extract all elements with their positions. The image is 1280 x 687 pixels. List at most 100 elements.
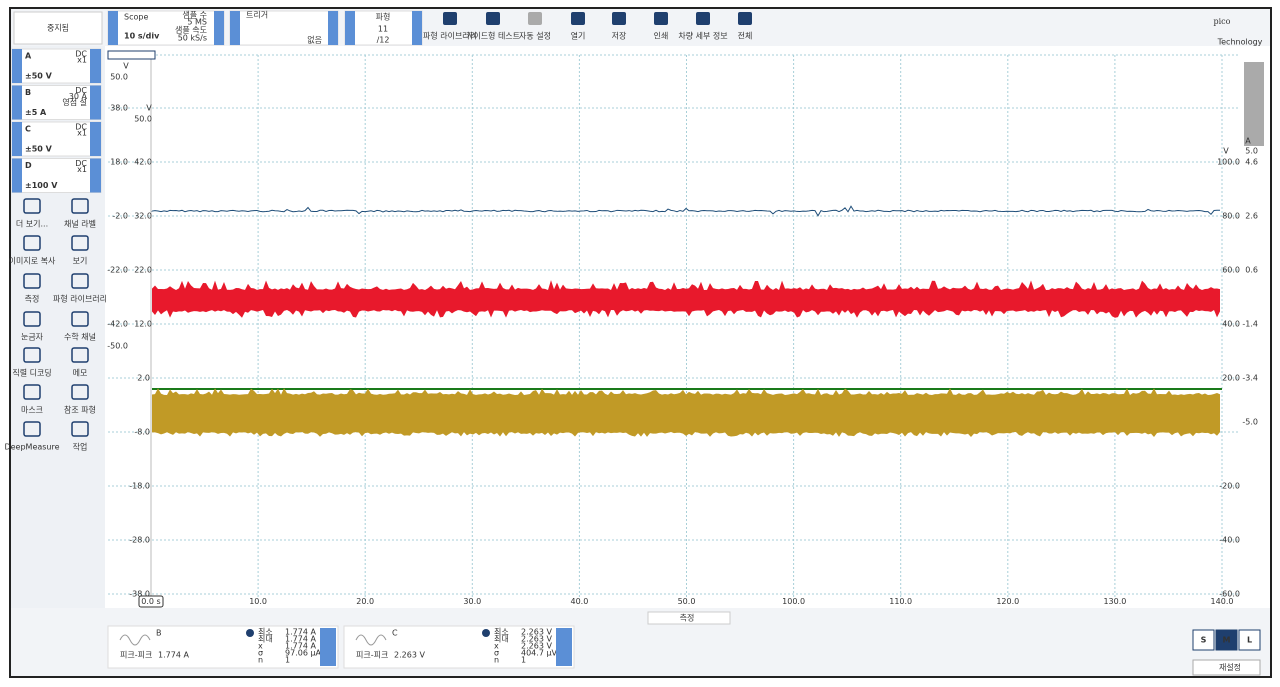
tool-label[interactable]: 수학 채널 xyxy=(64,332,96,342)
label: 30 A xyxy=(69,92,88,101)
label: 2.263 V xyxy=(521,635,552,644)
tool-icon[interactable] xyxy=(71,273,89,289)
tool-label[interactable]: 마스크 xyxy=(21,406,43,415)
size-button[interactable] xyxy=(1238,629,1261,651)
toolbar-button[interactable]: 자동 설정 xyxy=(519,31,551,41)
minus-button[interactable] xyxy=(12,122,22,156)
tool-label[interactable]: 참조 파형 xyxy=(64,405,96,415)
axis-unit: A xyxy=(1245,137,1251,146)
axis-label: -28.0 xyxy=(129,536,150,545)
settings-icon[interactable] xyxy=(246,629,254,637)
minus-button[interactable] xyxy=(230,11,240,45)
axis-label: 2.0 xyxy=(137,374,150,383)
tool-label[interactable]: 파형 라이브러리 xyxy=(53,294,107,304)
reset-button[interactable] xyxy=(1192,659,1261,676)
plus-button[interactable] xyxy=(90,85,101,120)
tool-icon[interactable] xyxy=(71,347,89,363)
plus-button[interactable] xyxy=(90,158,101,193)
size-button[interactable] xyxy=(1215,629,1238,651)
label[interactable]: 재설정 xyxy=(1219,662,1241,672)
measure-value: 2.263 V xyxy=(394,651,425,660)
toolbar-icon xyxy=(443,12,457,25)
panel xyxy=(229,10,339,46)
axis-label: 42.0 xyxy=(134,158,152,167)
tool-label[interactable]: DeepMeasure xyxy=(4,443,59,452)
settings-icon[interactable] xyxy=(482,629,490,637)
x-label: 50.0 xyxy=(678,597,696,606)
toolbar-button[interactable]: 열기 xyxy=(571,32,586,41)
tool-icon[interactable] xyxy=(23,273,41,289)
tool-icon[interactable] xyxy=(71,198,89,214)
tool-label[interactable]: 더 보기... xyxy=(16,220,48,229)
wave-band xyxy=(152,388,1220,437)
tool-icon[interactable] xyxy=(23,235,41,251)
tab[interactable] xyxy=(647,611,731,625)
toolbar-button[interactable]: 인쇄 xyxy=(654,31,669,41)
tool-label[interactable]: 보기 xyxy=(73,257,88,266)
tool-label[interactable]: 작업 xyxy=(73,442,88,452)
tool-icon[interactable] xyxy=(23,311,41,327)
label: 없음 xyxy=(307,36,322,45)
tool-icon[interactable] xyxy=(23,384,41,400)
ruler[interactable] xyxy=(107,50,156,60)
label: Scope xyxy=(124,13,148,22)
label: 10 s/div xyxy=(124,32,160,41)
axis-label: -5.0 xyxy=(1242,418,1258,427)
channel-range: ±50 V xyxy=(25,145,53,154)
tool-icon[interactable] xyxy=(71,384,89,400)
label: 1 xyxy=(285,656,290,665)
minus-button[interactable] xyxy=(12,85,22,120)
tool-icon[interactable] xyxy=(23,198,41,214)
measure-card xyxy=(343,625,575,669)
tool-label[interactable]: 메모 xyxy=(73,369,88,378)
x-label: 130.0 xyxy=(1103,597,1126,606)
delete-button[interactable] xyxy=(556,628,572,666)
plus-button[interactable] xyxy=(412,11,422,45)
minus-button[interactable] xyxy=(345,11,355,45)
tool-label[interactable]: 직렬 디코딩 xyxy=(12,368,51,378)
tool-icon[interactable] xyxy=(71,235,89,251)
scrollbar[interactable] xyxy=(1244,62,1264,146)
toolbar-button[interactable]: 파형 라이브러리 xyxy=(423,31,477,41)
tool-icon[interactable] xyxy=(71,311,89,327)
toolbar-icon xyxy=(696,12,710,25)
minus-button[interactable] xyxy=(12,49,22,83)
minus-button[interactable] xyxy=(12,158,22,193)
size-button[interactable] xyxy=(1192,629,1215,651)
minus-button[interactable] xyxy=(108,11,118,45)
tool-icon[interactable] xyxy=(23,421,41,437)
label: 영점 설 xyxy=(62,97,87,107)
tool-icon[interactable] xyxy=(71,421,89,437)
axis-label: 40.0 xyxy=(1222,320,1240,329)
axis-label: -60.0 xyxy=(1219,590,1240,599)
plus-button[interactable] xyxy=(214,11,224,45)
delete-button[interactable] xyxy=(320,628,336,666)
tool-label[interactable]: 측정 xyxy=(25,294,40,304)
axis-label: 60.0 xyxy=(1222,266,1240,275)
channel-box[interactable] xyxy=(11,85,102,120)
plus-button[interactable] xyxy=(90,49,101,83)
plus-button[interactable] xyxy=(90,122,101,156)
tool-icon[interactable] xyxy=(23,347,41,363)
axis-label: -42.0 xyxy=(107,320,128,329)
tool-label[interactable]: 눈금자 xyxy=(21,333,44,342)
plus-button[interactable] xyxy=(328,11,338,45)
stop-button[interactable] xyxy=(13,11,103,45)
toolbar-button[interactable]: 차량 세부 정보 xyxy=(678,31,727,41)
axis-label: -1.4 xyxy=(1242,320,1258,329)
channel-box[interactable] xyxy=(11,121,102,157)
toolbar-button[interactable]: 전체 xyxy=(738,31,753,41)
axis-label: 12.0 xyxy=(134,320,152,329)
tool-label[interactable]: 이미지로 복사 xyxy=(9,256,56,266)
toolbar-button[interactable]: 가이드형 테스트 xyxy=(466,31,520,41)
axis-unit: V xyxy=(123,62,129,71)
x-label: 110.0 xyxy=(889,597,912,606)
label: DC xyxy=(75,159,87,168)
toolbar-button[interactable]: 저장 xyxy=(612,31,627,41)
channel-range: ±50 V xyxy=(25,72,53,81)
tool-label[interactable]: 채널 라벨 xyxy=(64,219,96,229)
x-label: 30.0 xyxy=(463,597,481,606)
label: 트리거 xyxy=(246,11,268,20)
toolbar-icon xyxy=(528,12,542,25)
